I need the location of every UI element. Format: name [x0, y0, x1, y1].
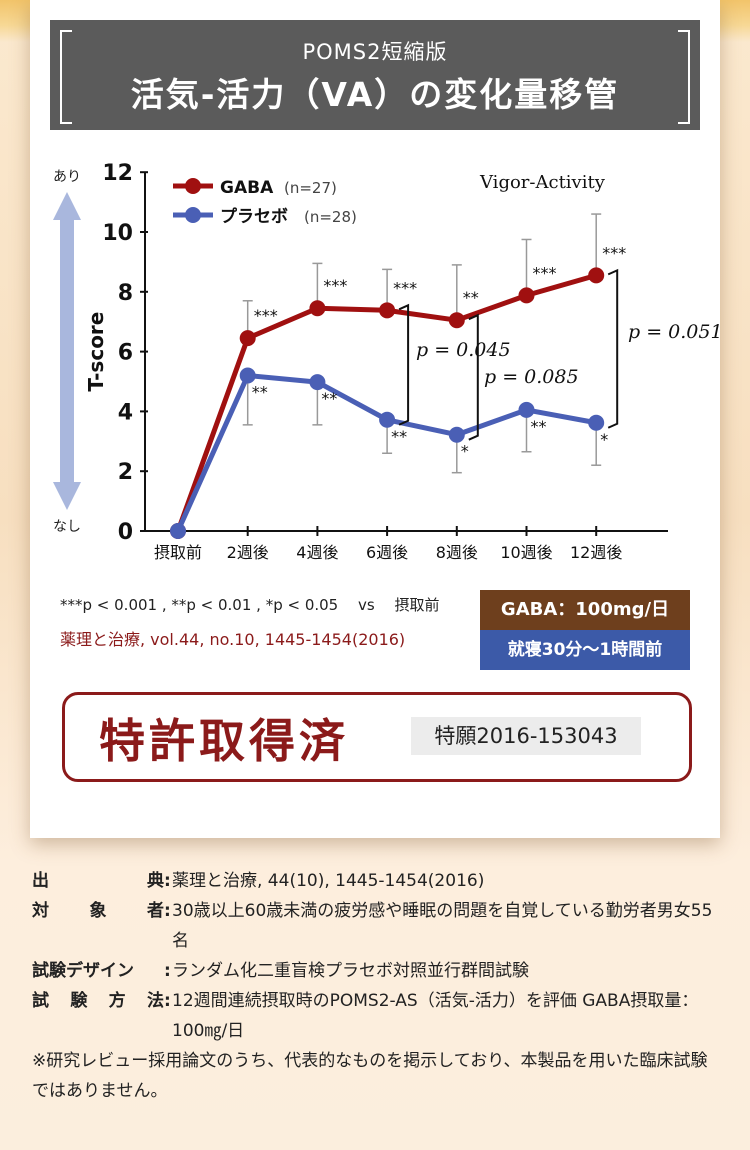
side-label-bottom: なし: [53, 519, 81, 535]
legend-n: (n=27): [284, 179, 337, 197]
data-point: [239, 330, 256, 347]
x-tick-label: 12週後: [570, 543, 622, 562]
pvalue-bracket: [607, 268, 619, 429]
pvalue-label: p = 0.051: [628, 321, 723, 343]
disclaimer: ※研究レビュー採用論文のうち、代表的なものを掲示しており、本製品を用いた臨床試験…: [32, 1051, 708, 1101]
note-row-method: 試験方法: 12週間連続摂取時のPOMS2-AS（活気-活力）を評価 GABA摂…: [32, 986, 722, 1046]
data-point: [448, 426, 465, 443]
right-bracket: [678, 30, 690, 124]
pvalue-bracket: [468, 313, 479, 441]
y-tick-label: 6: [118, 341, 133, 366]
header-subtitle: POMS2短縮版: [302, 40, 448, 64]
x-tick-label: 摂取前: [154, 543, 202, 562]
data-point: [588, 414, 605, 431]
data-point: [170, 523, 186, 539]
note-row-design: 試験デザイン: ランダム化二重盲検プラセボ対照並行群間試験: [32, 956, 722, 986]
legend-label: GABA: [220, 178, 274, 198]
timing-badge: 就寝30分〜1時間前: [480, 630, 690, 670]
data-point: [588, 267, 605, 284]
data-point: [379, 302, 396, 319]
y-axis-label: T-score: [84, 312, 108, 392]
note-value: 30歳以上60歳未満の疲労感や睡眠の問題を自覚している勤労者男女55名: [172, 901, 713, 951]
significance-label: ***: [323, 276, 347, 295]
patent-box: 特許取得済 特願2016-153043: [62, 692, 692, 782]
side-label-top: あり: [53, 169, 81, 185]
significance-label: **: [391, 427, 407, 446]
significance-label: **: [321, 389, 337, 408]
data-point: [448, 312, 465, 329]
data-point: [239, 367, 256, 384]
inset-label: Vigor-Activity: [479, 172, 606, 193]
note-label: 試験方法: [32, 991, 164, 1011]
note-value: 薬理と治療, 44(10), 1445-1454(2016): [172, 871, 485, 891]
note-value: 12週間連続摂取時のPOMS2-AS（活気-活力）を評価 GABA摂取量：100…: [172, 991, 699, 1041]
significance-label: **: [531, 417, 547, 436]
chart-header: POMS2短縮版 活気-活力（VA）の変化量移管: [50, 20, 700, 130]
note-label: 対象者: [32, 901, 164, 921]
y-tick-label: 4: [118, 400, 133, 425]
data-point: [309, 300, 326, 317]
significance-label: ***: [533, 263, 557, 282]
y-tick-label: 10: [102, 221, 133, 246]
note-value: ランダム化二重盲検プラセボ対照並行群間試験: [172, 961, 529, 981]
pvalue-label: p = 0.085: [484, 366, 579, 388]
side-arrow-down-head: [53, 482, 81, 510]
note-row-subjects: 対象者: 30歳以上60歳未満の疲労感や睡眠の問題を自覚している勤労者男女55名: [32, 896, 722, 956]
pvalue-label: p = 0.045: [416, 339, 511, 361]
header-title: 活気-活力（VA）の変化量移管: [130, 75, 620, 114]
data-point: [518, 287, 535, 304]
note-label: 出典: [32, 871, 164, 891]
note-label: 試験デザイン: [32, 961, 134, 981]
significance-label: **: [463, 288, 479, 307]
dose-badge: GABA：100mg/日: [480, 590, 690, 630]
significance-label: ***: [254, 306, 278, 325]
significance-label: **: [252, 383, 268, 402]
x-tick-label: 10週後: [500, 543, 552, 562]
y-tick-label: 2: [118, 460, 133, 485]
reference-footnote: 薬理と治療, vol.44, no.10, 1445-1454(2016): [60, 630, 406, 649]
patent-status: 特許取得済: [99, 714, 349, 768]
side-arrow-up-head: [53, 192, 81, 220]
x-tick-label: 2週後: [227, 543, 269, 562]
legend-marker: [185, 207, 201, 223]
study-notes: 出典: 薬理と治療, 44(10), 1445-1454(2016) 対象者: …: [32, 866, 722, 1106]
significance-footnote: ***p < 0.001 , **p < 0.01 , *p < 0.05 vs…: [60, 596, 440, 614]
y-tick-label: 0: [118, 520, 133, 545]
y-tick-label: 8: [118, 281, 133, 306]
significance-label: ***: [602, 243, 626, 262]
x-tick-label: 4週後: [296, 543, 338, 562]
legend-marker: [185, 178, 201, 194]
data-point: [518, 401, 535, 418]
legend-label: プラセボ: [220, 206, 288, 227]
data-point: [379, 411, 396, 428]
left-bracket: [60, 30, 72, 124]
significance-label: *: [461, 442, 469, 461]
legend-n: (n=28): [304, 208, 357, 226]
y-tick-label: 12: [102, 161, 133, 186]
x-tick-label: 8週後: [436, 543, 478, 562]
patent-number: 特願2016-153043: [411, 717, 641, 755]
significance-label: *: [600, 430, 608, 449]
data-point: [309, 374, 326, 391]
note-row-source: 出典: 薬理と治療, 44(10), 1445-1454(2016): [32, 866, 722, 896]
pvalue-bracket: [398, 303, 410, 426]
x-tick-label: 6週後: [366, 543, 408, 562]
significance-label: ***: [393, 278, 417, 297]
